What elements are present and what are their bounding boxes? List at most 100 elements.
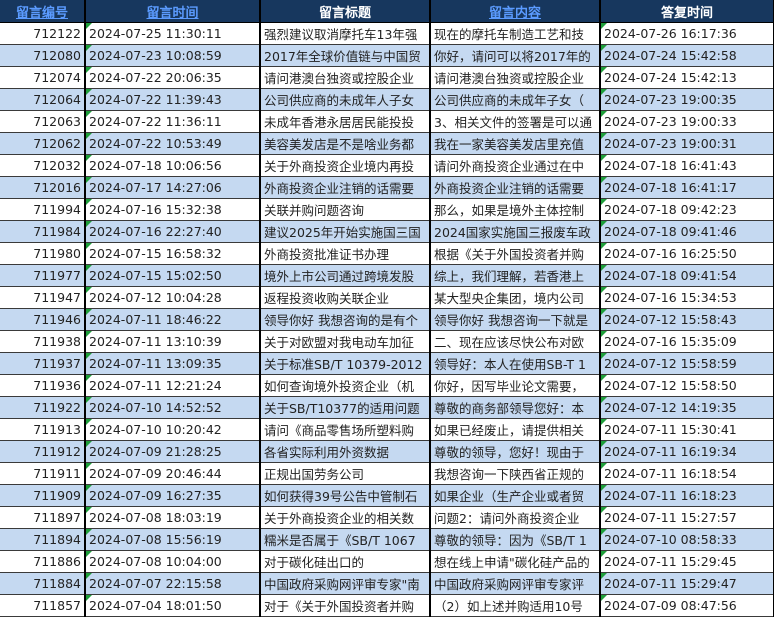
cell-message-time[interactable]: 2024-07-04 18:01:50: [85, 594, 261, 617]
cell-message-id[interactable]: 711886: [0, 550, 86, 573]
cell-message-content[interactable]: 你好，请问可以将2017年的: [430, 44, 601, 67]
cell-message-title[interactable]: 正规出国劳务公司: [260, 462, 431, 485]
cell-message-content[interactable]: 公司供应商的未成年子女（: [430, 88, 601, 111]
cell-message-time[interactable]: 2024-07-10 10:20:42: [85, 418, 261, 441]
cell-message-time[interactable]: 2024-07-22 10:53:49: [85, 132, 261, 155]
cell-message-time[interactable]: 2024-07-09 21:28:25: [85, 440, 261, 463]
cell-message-id[interactable]: 712062: [0, 132, 86, 155]
cell-message-title[interactable]: 返程投资收购关联企业: [260, 286, 431, 309]
cell-message-id[interactable]: 711994: [0, 198, 86, 221]
cell-reply-time[interactable]: 2024-07-12 15:58:50: [600, 374, 774, 397]
cell-message-id[interactable]: 712080: [0, 44, 86, 67]
cell-message-content[interactable]: 尊敬的商务部领导您好：本: [430, 396, 601, 419]
cell-message-content[interactable]: 尊敬的领导：因为《SB/T 1: [430, 528, 601, 551]
cell-reply-time[interactable]: 2024-07-18 16:41:17: [600, 176, 774, 199]
cell-reply-time[interactable]: 2024-07-23 19:00:31: [600, 132, 774, 155]
cell-message-id[interactable]: 712016: [0, 176, 86, 199]
cell-message-content[interactable]: 问题2：请问外商投资企业: [430, 506, 601, 529]
cell-reply-time[interactable]: 2024-07-24 15:42:58: [600, 44, 774, 67]
cell-reply-time[interactable]: 2024-07-23 19:00:33: [600, 110, 774, 133]
cell-reply-time[interactable]: 2024-07-12 15:58:59: [600, 352, 774, 375]
cell-message-content[interactable]: 领导好：本人在使用SB-T 1: [430, 352, 601, 375]
cell-message-id[interactable]: 711980: [0, 242, 86, 265]
cell-message-time[interactable]: 2024-07-22 11:36:11: [85, 110, 261, 133]
cell-message-title[interactable]: 强烈建议取消摩托车13年强: [260, 22, 431, 45]
cell-message-time[interactable]: 2024-07-10 14:52:52: [85, 396, 261, 419]
cell-message-id[interactable]: 711937: [0, 352, 86, 375]
cell-reply-time[interactable]: 2024-07-11 15:29:45: [600, 550, 774, 573]
cell-message-time[interactable]: 2024-07-18 10:06:56: [85, 154, 261, 177]
cell-reply-time[interactable]: 2024-07-11 16:19:34: [600, 440, 774, 463]
cell-message-content[interactable]: 请问外商投资企业通过在中: [430, 154, 601, 177]
cell-message-content[interactable]: 中国政府采购网评审专家评: [430, 572, 601, 595]
cell-message-id[interactable]: 711884: [0, 572, 86, 595]
cell-reply-time[interactable]: 2024-07-18 09:42:23: [600, 198, 774, 221]
cell-message-id[interactable]: 711977: [0, 264, 86, 287]
cell-message-content[interactable]: 综上，我们理解，若香港上: [430, 264, 601, 287]
header-message-content[interactable]: 留言内容: [430, 0, 601, 23]
cell-message-title[interactable]: 各省实际利用外资数据: [260, 440, 431, 463]
cell-message-content[interactable]: 二、现在应该尽快公布对欧: [430, 330, 601, 353]
cell-message-content[interactable]: 我在一家美容美发店里充值: [430, 132, 601, 155]
cell-reply-time[interactable]: 2024-07-11 16:18:23: [600, 484, 774, 507]
cell-message-time[interactable]: 2024-07-15 15:02:50: [85, 264, 261, 287]
cell-message-id[interactable]: 711913: [0, 418, 86, 441]
cell-message-id[interactable]: 712063: [0, 110, 86, 133]
header-message-id[interactable]: 留言编号: [0, 0, 86, 23]
cell-message-time[interactable]: 2024-07-11 12:21:24: [85, 374, 261, 397]
cell-message-title[interactable]: 对于碳化硅出口的: [260, 550, 431, 573]
cell-message-title[interactable]: 未成年香港永居居民能投投: [260, 110, 431, 133]
cell-message-title[interactable]: 关于SB/T10377的适用问题: [260, 396, 431, 419]
cell-reply-time[interactable]: 2024-07-18 16:41:43: [600, 154, 774, 177]
header-message-time[interactable]: 留言时间: [85, 0, 261, 23]
cell-message-content[interactable]: 如果已经废止，请提供相关: [430, 418, 601, 441]
cell-reply-time[interactable]: 2024-07-12 15:58:43: [600, 308, 774, 331]
cell-message-title[interactable]: 2017年全球价值链与中国贸: [260, 44, 431, 67]
cell-message-id[interactable]: 712074: [0, 66, 86, 89]
cell-reply-time[interactable]: 2024-07-16 16:25:50: [600, 242, 774, 265]
cell-message-time[interactable]: 2024-07-22 20:06:35: [85, 66, 261, 89]
cell-message-time[interactable]: 2024-07-09 16:27:35: [85, 484, 261, 507]
cell-reply-time[interactable]: 2024-07-26 16:17:36: [600, 22, 774, 45]
cell-message-title[interactable]: 关于外商投资企业境内再投: [260, 154, 431, 177]
cell-message-id[interactable]: 712122: [0, 22, 86, 45]
cell-message-title[interactable]: 糯米是否属于《SB/T 1067: [260, 528, 431, 551]
cell-message-content[interactable]: 外商投资企业注销的话需要: [430, 176, 601, 199]
cell-message-id[interactable]: 711938: [0, 330, 86, 353]
cell-message-content[interactable]: 如果企业（生产企业或者贸: [430, 484, 601, 507]
cell-message-id[interactable]: 711922: [0, 396, 86, 419]
cell-message-content[interactable]: 想在线上申请"碳化硅产品的: [430, 550, 601, 573]
cell-message-title[interactable]: 境外上市公司通过跨境发股: [260, 264, 431, 287]
cell-message-id[interactable]: 711857: [0, 594, 86, 617]
cell-message-content[interactable]: 3、相关文件的签署是可以通: [430, 110, 601, 133]
cell-message-id[interactable]: 711909: [0, 484, 86, 507]
cell-reply-time[interactable]: 2024-07-18 09:41:54: [600, 264, 774, 287]
cell-message-time[interactable]: 2024-07-22 11:39:43: [85, 88, 261, 111]
cell-message-content[interactable]: 领导你好 我想咨询一下就是: [430, 308, 601, 331]
cell-message-time[interactable]: 2024-07-11 13:10:39: [85, 330, 261, 353]
cell-message-id[interactable]: 711897: [0, 506, 86, 529]
cell-message-title[interactable]: 如何获得39号公告中管制石: [260, 484, 431, 507]
cell-message-time[interactable]: 2024-07-11 18:46:22: [85, 308, 261, 331]
cell-reply-time[interactable]: 2024-07-11 15:29:47: [600, 572, 774, 595]
cell-message-id[interactable]: 711911: [0, 462, 86, 485]
cell-message-id[interactable]: 711947: [0, 286, 86, 309]
cell-message-time[interactable]: 2024-07-16 22:27:40: [85, 220, 261, 243]
cell-message-title[interactable]: 对于《关于外国投资者并购: [260, 594, 431, 617]
cell-message-content[interactable]: 某大型央企集团，境内公司: [430, 286, 601, 309]
cell-message-title[interactable]: 关于标准SB/T 10379-2012: [260, 352, 431, 375]
cell-message-id[interactable]: 712032: [0, 154, 86, 177]
cell-message-content[interactable]: 我想咨询一下陕西省正规的: [430, 462, 601, 485]
cell-message-title[interactable]: 外商投资批准证书办理: [260, 242, 431, 265]
cell-message-title[interactable]: 请问《商品零售场所塑料购: [260, 418, 431, 441]
cell-message-time[interactable]: 2024-07-23 10:08:59: [85, 44, 261, 67]
cell-message-title[interactable]: 外商投资企业注销的话需要: [260, 176, 431, 199]
cell-message-content[interactable]: 那么，如果是境外主体控制: [430, 198, 601, 221]
cell-reply-time[interactable]: 2024-07-10 08:58:33: [600, 528, 774, 551]
cell-message-time[interactable]: 2024-07-12 10:04:28: [85, 286, 261, 309]
cell-reply-time[interactable]: 2024-07-24 15:42:13: [600, 66, 774, 89]
cell-message-title[interactable]: 关于对欧盟对我电动车加征: [260, 330, 431, 353]
cell-message-title[interactable]: 公司供应商的未成年人子女: [260, 88, 431, 111]
cell-message-title[interactable]: 建议2025年开始实施国三国: [260, 220, 431, 243]
cell-message-time[interactable]: 2024-07-08 10:04:00: [85, 550, 261, 573]
